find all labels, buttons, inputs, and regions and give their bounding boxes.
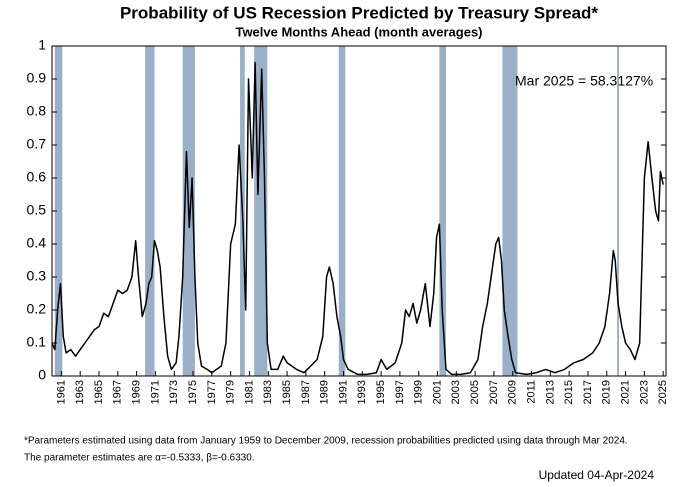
x-tick-label: 2007 (488, 380, 500, 404)
x-tick-label: 1973 (168, 380, 180, 404)
y-tick-label: 0.6 (27, 169, 47, 185)
y-tick-label: 0.7 (27, 136, 47, 152)
x-tick-label: 2013 (544, 380, 556, 404)
annotation: Mar 2025 = 58.3127% (515, 73, 653, 89)
x-tick-label: 1961 (55, 380, 67, 404)
x-tick-label: 2009 (507, 380, 519, 404)
x-tick-label: 1983 (262, 380, 274, 404)
x-tick-label: 2023 (638, 380, 650, 404)
y-tick-label: 0.1 (27, 334, 47, 350)
footnote: *Parameters estimated using data from Ja… (24, 436, 628, 447)
recession-band (439, 46, 446, 376)
chart-subtitle: Twelve Months Ahead (month averages) (235, 24, 482, 39)
x-tick-label: 1969 (131, 380, 143, 404)
x-tick-label: 1987 (300, 380, 312, 404)
y-tick-label: 0.4 (27, 235, 47, 251)
probability-line (51, 61, 664, 376)
x-tick-label: 1985 (281, 380, 293, 404)
x-tick-label: 2005 (469, 380, 481, 404)
x-tick-label: 2025 (657, 380, 669, 404)
x-tick-label: 2011 (525, 380, 537, 404)
x-tick-label: 2017 (582, 380, 594, 404)
y-tick-label: 1 (38, 37, 46, 53)
recession-band (617, 46, 619, 376)
x-tick-label: 1991 (337, 380, 349, 404)
x-tick-label: 1965 (93, 380, 105, 404)
x-tick-label: 2019 (601, 380, 613, 404)
x-tick-label: 2001 (431, 380, 443, 404)
y-tick-label: 0.8 (27, 103, 47, 119)
x-tick-label: 1979 (225, 380, 237, 404)
x-tick-label: 1995 (375, 380, 387, 404)
recession-band (338, 46, 346, 376)
x-tick-label: 1975 (187, 380, 199, 404)
x-tick-label: 1993 (356, 380, 368, 404)
x-tick-label: 1999 (413, 380, 425, 404)
footnote: The parameter estimates are α=-0.5333, β… (24, 453, 255, 464)
x-tick-label: 2003 (450, 380, 462, 404)
x-tick-label: 1971 (149, 380, 161, 404)
x-tick-label: 1997 (394, 380, 406, 404)
updated-note: Updated 04-Apr-2024 (539, 468, 655, 482)
y-tick-label: 0.5 (27, 202, 47, 218)
y-tick-label: 0.3 (27, 268, 47, 284)
chart-title: Probability of US Recession Predicted by… (120, 3, 598, 22)
plot-frame (51, 45, 667, 377)
y-tick-label: 0.2 (27, 301, 47, 317)
x-tick-label: 1977 (206, 380, 218, 404)
x-tick-label: 2021 (619, 380, 631, 404)
x-tick-label: 1967 (112, 380, 124, 404)
y-tick-label: 0 (38, 367, 46, 383)
recession-band (145, 46, 155, 376)
recession-band (502, 46, 518, 376)
x-tick-label: 1981 (243, 380, 255, 404)
x-tick-label: 1989 (319, 380, 331, 404)
x-tick-label: 2015 (563, 380, 575, 404)
recession-band (254, 46, 268, 376)
x-tick-label: 1963 (74, 380, 86, 404)
recession-band (54, 46, 63, 376)
y-tick-label: 0.9 (27, 70, 47, 86)
